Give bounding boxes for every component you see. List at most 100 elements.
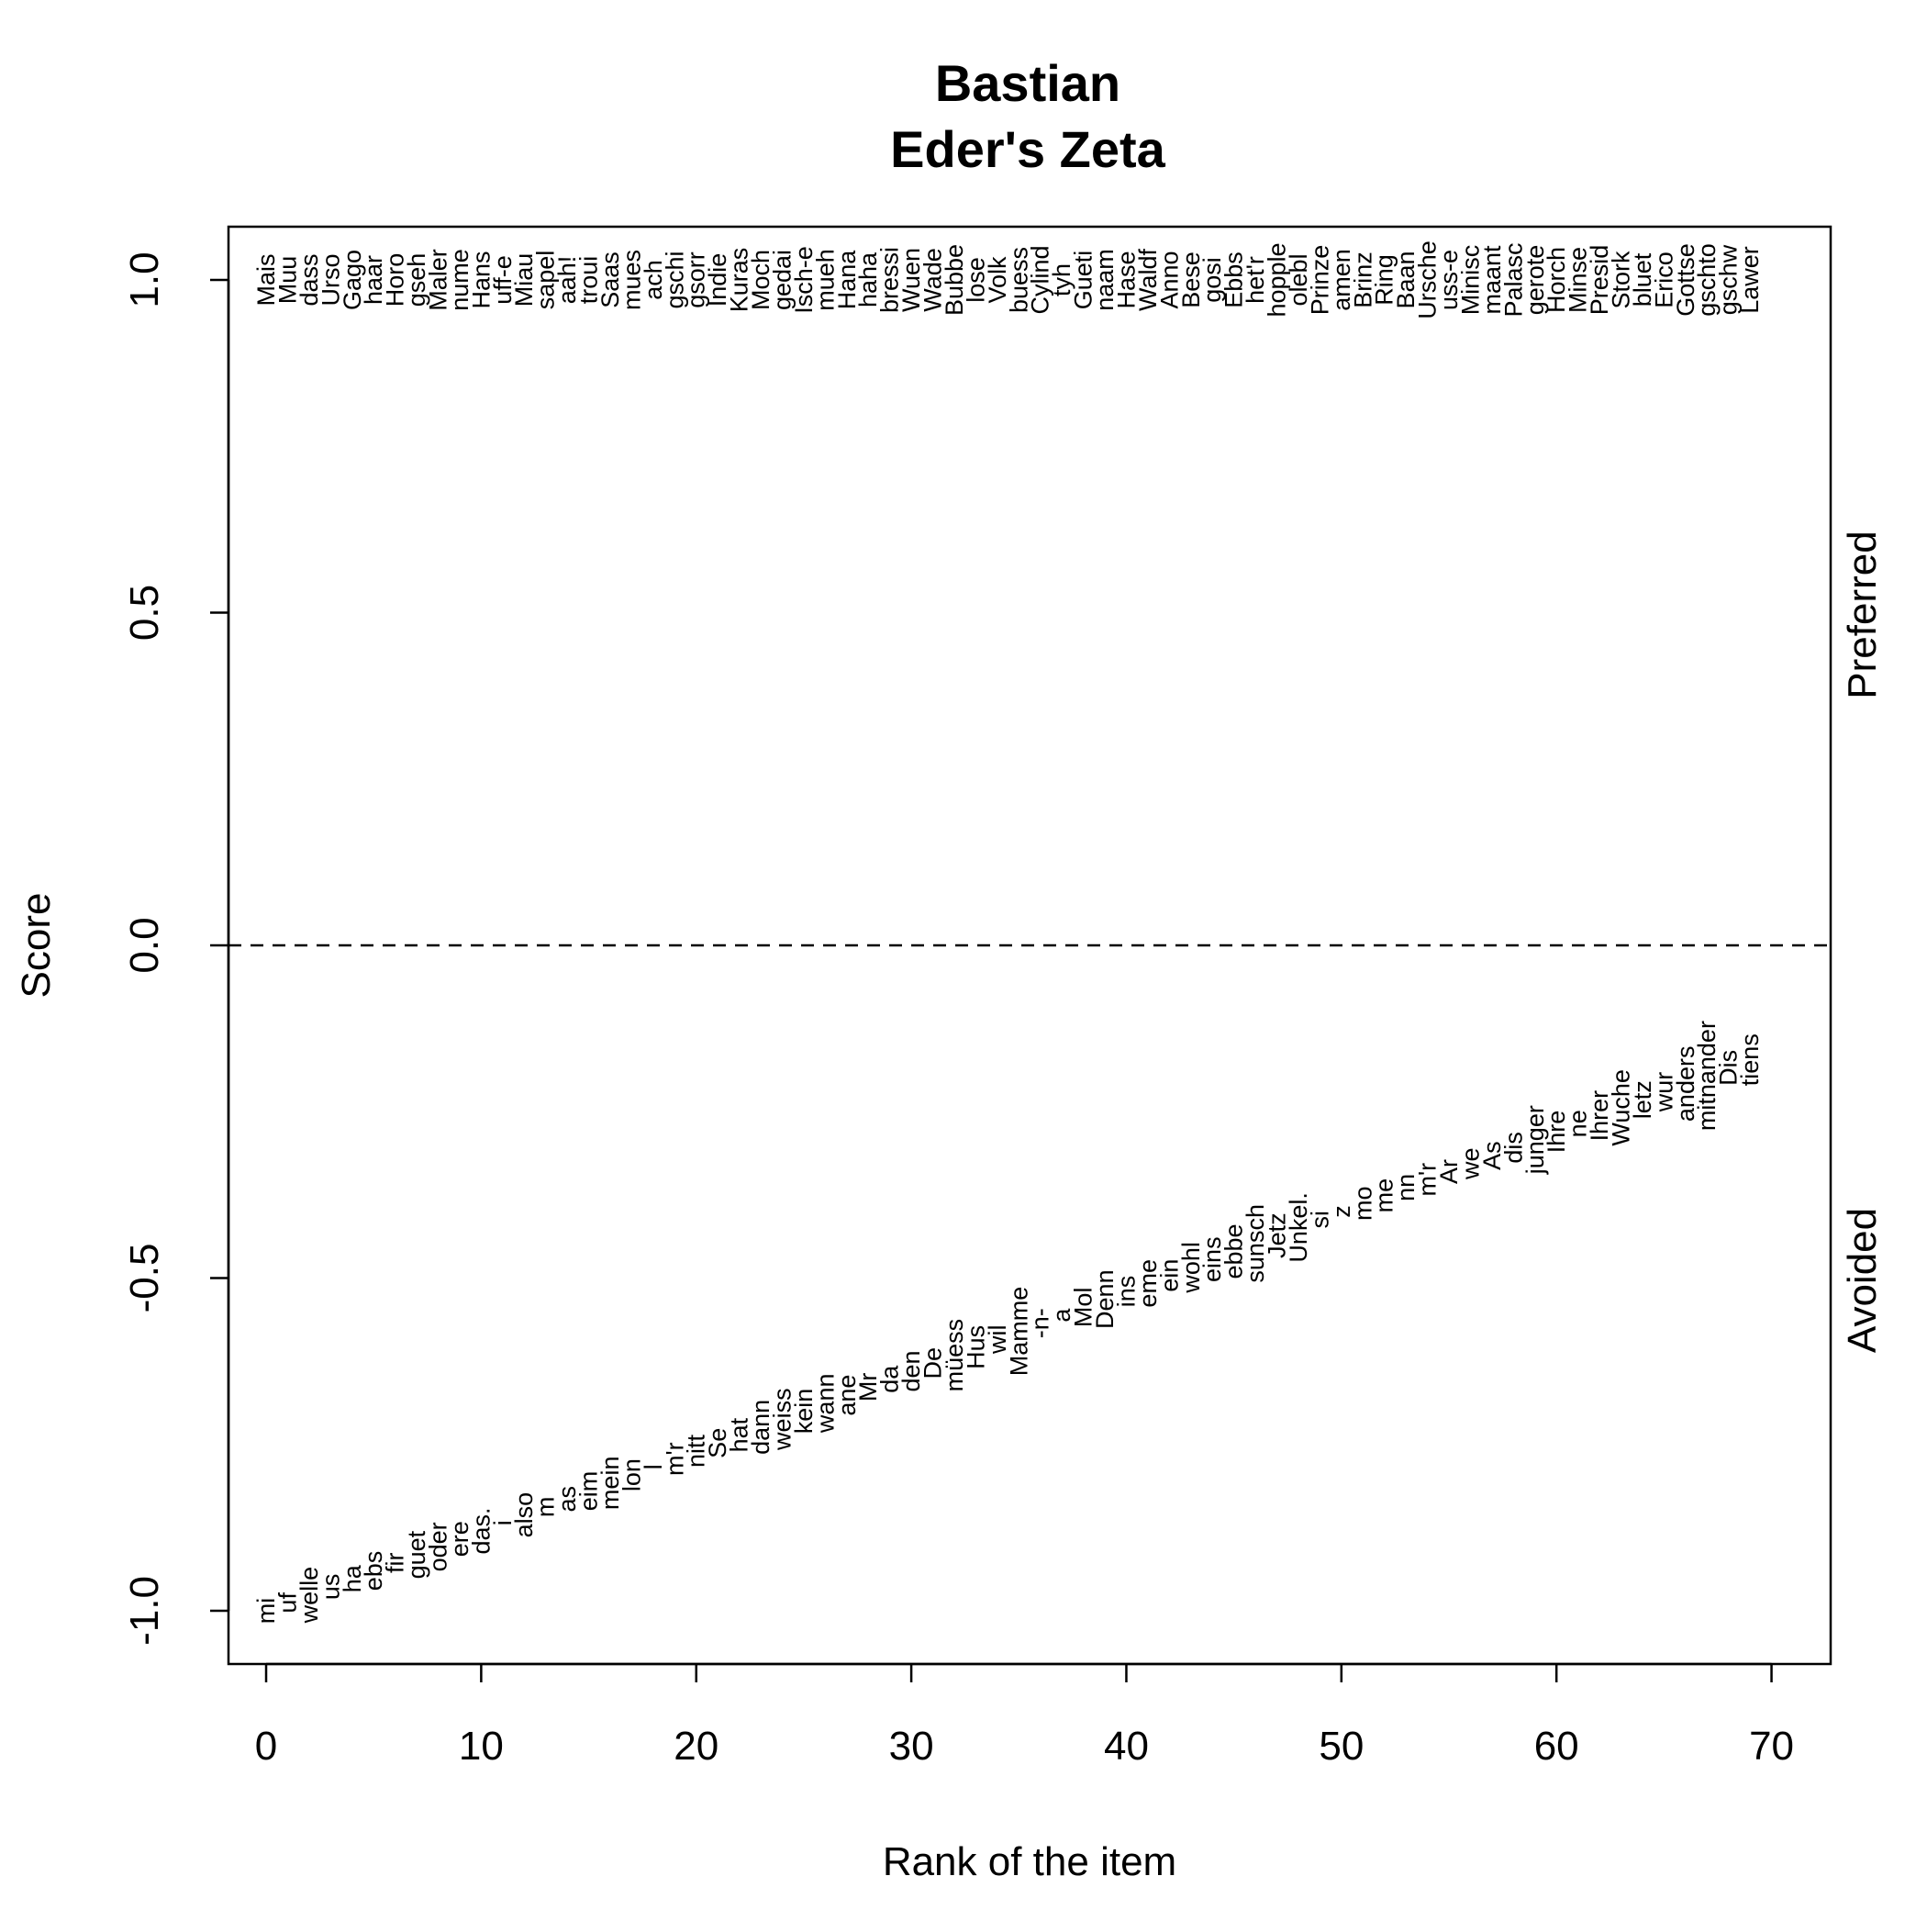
avoided-word: lon [618, 1458, 645, 1491]
avoided-side-label: Avoided [1840, 1208, 1885, 1353]
preferred-word: het'r [1242, 256, 1269, 304]
avoided-word: As [1478, 1141, 1506, 1170]
avoided-word: ha [339, 1564, 366, 1592]
avoided-word: tiens [1736, 1033, 1764, 1086]
avoided-word: müess [941, 1319, 968, 1392]
avoided-word: mo [1349, 1187, 1376, 1222]
x-tick-label: 70 [1749, 1724, 1794, 1769]
preferred-word: haha [854, 251, 882, 307]
avoided-word: me [1371, 1178, 1398, 1213]
preferred-word: buess [1005, 247, 1032, 313]
avoided-word: i [489, 1520, 517, 1525]
preferred-word: mueh [811, 249, 839, 311]
avoided-word: Mamme [1005, 1287, 1032, 1377]
preferred-word: Hase [1112, 251, 1140, 308]
avoided-word: den [897, 1350, 925, 1391]
preferred-word: Volk [984, 256, 1011, 304]
x-axis: 0 10 20 30 40 50 60 70 [255, 1662, 1794, 1769]
avoided-word: si [1306, 1211, 1333, 1229]
preferred-word: uff-e [489, 255, 517, 305]
x-tick-label: 50 [1319, 1724, 1364, 1769]
avoided-word: Hus [962, 1325, 989, 1369]
x-tick-label: 40 [1104, 1724, 1149, 1769]
y-axis: -1.0 -0.5 0.0 0.5 1.0 [122, 251, 230, 1646]
avoided-word: m'r [1414, 1163, 1442, 1197]
preferred-word: bressi [876, 247, 904, 313]
preferred-word: Baan [1392, 251, 1420, 308]
avoided-word: weiss [768, 1388, 796, 1451]
avoided-word: us [317, 1574, 344, 1601]
preferred-word: Anno [1155, 251, 1183, 308]
avoided-word: ere [446, 1521, 473, 1557]
preferred-word: Gago [339, 250, 366, 310]
avoided-word: Ihre [1543, 1111, 1570, 1154]
avoided-word: Wuche [1607, 1069, 1634, 1146]
preferred-word: gerote [1521, 245, 1549, 316]
avoided-word: -n- [1027, 1308, 1054, 1338]
avoided-word: Se [704, 1428, 731, 1458]
preferred-word: gseh [403, 253, 430, 307]
x-tick-label: 0 [255, 1724, 277, 1769]
avoided-word: De [919, 1347, 947, 1379]
preferred-word: Horo [382, 253, 409, 307]
preferred-word: Prinze [1306, 245, 1333, 316]
avoided-word: Unkel. [1285, 1192, 1312, 1263]
avoided-word: das. [467, 1507, 495, 1554]
avoided-word: ne [1565, 1110, 1592, 1137]
avoided-word: Ihrer [1586, 1090, 1613, 1142]
avoided-word: letz [1629, 1080, 1656, 1119]
preferred-word: Wade [919, 248, 947, 312]
avoided-word: ins [1112, 1276, 1140, 1308]
y-tick-label: 0.0 [122, 917, 167, 973]
preferred-side-label: Preferred [1840, 530, 1885, 698]
avoided-word: eme [1134, 1259, 1162, 1308]
preferred-word: Ring [1371, 254, 1398, 306]
preferred-word: Bubbe [941, 244, 968, 316]
preferred-word: ach [640, 260, 667, 300]
y-tick-label: -0.5 [122, 1244, 167, 1313]
avoided-word: Ar [1435, 1159, 1463, 1184]
avoided-word: mi [252, 1598, 280, 1625]
avoided-word: oder [425, 1522, 452, 1571]
preferred-word: Indie [704, 253, 731, 307]
chart-subtitle: Eder's Zeta [890, 120, 1166, 178]
preferred-word: Lawer [1736, 246, 1764, 314]
preferred-word: Gottse [1672, 243, 1699, 317]
x-tick-label: 30 [889, 1724, 934, 1769]
preferred-words-series: MaisMuudassUrsoGagohaarHorogsehMalernume… [252, 240, 1764, 319]
avoided-word: nitt [683, 1434, 710, 1468]
avoided-word: anders [1672, 1046, 1699, 1122]
preferred-word: Wuen [897, 248, 925, 312]
avoided-word: Denn [1091, 1269, 1119, 1329]
preferred-word: Minse [1565, 247, 1592, 313]
avoided-word: as [553, 1486, 581, 1513]
avoided-word: da [876, 1365, 904, 1393]
avoided-word: dis [1499, 1132, 1527, 1164]
preferred-word: Horch [1543, 247, 1570, 313]
avoided-word: Jetz [1264, 1212, 1291, 1258]
preferred-word: Moch [747, 250, 774, 310]
avoided-word: ein [1155, 1259, 1183, 1292]
avoided-word: mitnander [1693, 1021, 1721, 1131]
preferred-word: mues [618, 250, 645, 310]
preferred-word: Maler [425, 249, 452, 311]
avoided-word: fir [382, 1553, 409, 1574]
avoided-word: guet [403, 1530, 430, 1579]
preferred-word: Gueti [1070, 251, 1097, 310]
avoided-word: welle [295, 1567, 323, 1625]
preferred-word: Mais [252, 253, 280, 306]
avoided-word: eim [575, 1471, 603, 1512]
avoided-word: uf [273, 1592, 301, 1614]
preferred-word: dass [295, 253, 323, 306]
avoided-word: wohl [1177, 1242, 1205, 1294]
x-tick-label: 60 [1534, 1724, 1579, 1769]
avoided-word: nn [1392, 1174, 1420, 1201]
preferred-word: Minisc [1456, 245, 1484, 316]
preferred-word: Hana [833, 250, 861, 310]
preferred-word: lose [962, 257, 989, 303]
avoided-word: m [532, 1497, 560, 1518]
x-tick-label: 10 [459, 1724, 504, 1769]
preferred-word: gedai [768, 250, 796, 310]
preferred-word: Presid [1586, 245, 1613, 316]
